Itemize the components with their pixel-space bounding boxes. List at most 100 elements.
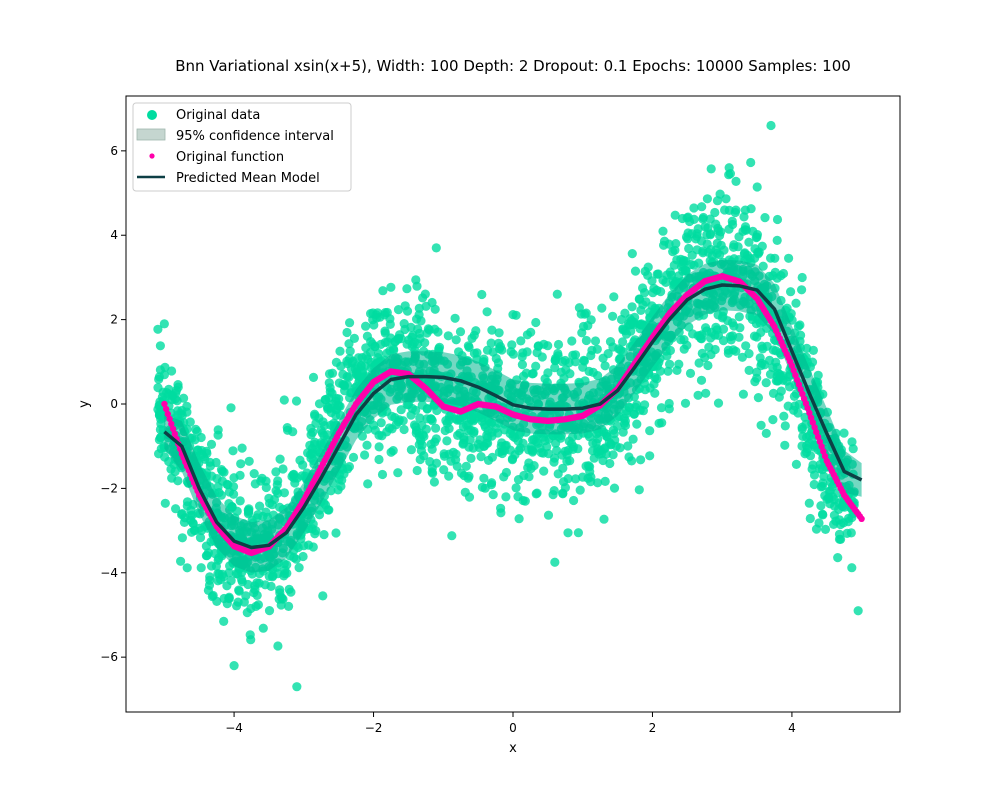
data-point (442, 436, 452, 446)
data-point (621, 409, 631, 419)
data-point (728, 331, 738, 341)
chart-title: Bnn Variational xsin(x+5), Width: 100 De… (175, 57, 851, 75)
data-point (324, 505, 334, 515)
data-point (494, 328, 504, 338)
data-point (431, 434, 441, 444)
data-point (342, 327, 352, 338)
data-point (824, 486, 834, 496)
data-point (420, 338, 430, 348)
data-point (261, 482, 271, 493)
data-point (558, 488, 568, 498)
data-point (731, 346, 741, 356)
data-point (226, 576, 236, 586)
data-point (310, 437, 320, 447)
data-point (590, 336, 601, 346)
data-point (327, 368, 338, 378)
data-point (696, 334, 707, 344)
data-point (376, 418, 386, 428)
data-point (805, 513, 815, 524)
data-point (276, 600, 286, 610)
data-point (517, 360, 528, 370)
data-point (627, 456, 637, 466)
data-point (231, 569, 241, 579)
function-point (816, 438, 823, 445)
data-point (267, 500, 277, 510)
data-point (241, 591, 251, 601)
data-point (420, 289, 430, 299)
data-point (536, 448, 546, 458)
data-point (507, 455, 517, 465)
y-axis-ticks: −6 −4 −2 0 2 4 6 (100, 144, 126, 664)
data-point (684, 243, 694, 254)
data-point (816, 501, 826, 511)
data-point (495, 342, 505, 352)
data-point (431, 243, 441, 253)
data-point (378, 286, 388, 296)
data-point (543, 510, 554, 520)
data-point (404, 335, 414, 345)
data-point (560, 446, 570, 456)
data-point (692, 245, 702, 255)
data-point (427, 444, 437, 454)
data-point (279, 571, 289, 581)
data-point (791, 459, 802, 469)
data-point (793, 321, 804, 331)
function-point (807, 414, 815, 421)
data-point (704, 342, 714, 352)
data-point (275, 585, 285, 595)
data-point (645, 451, 655, 461)
data-point (345, 346, 355, 356)
data-point (599, 514, 609, 524)
data-point (772, 235, 782, 245)
data-point (677, 213, 688, 224)
data-point (618, 427, 628, 437)
data-point (160, 362, 170, 372)
data-point (464, 471, 474, 481)
data-point (388, 344, 398, 354)
data-point (233, 597, 243, 607)
data-point (731, 176, 741, 186)
data-point (488, 490, 498, 500)
data-point (752, 182, 762, 192)
data-point (266, 581, 276, 592)
data-point (470, 414, 480, 424)
data-point (835, 519, 846, 530)
data-point (452, 461, 462, 471)
data-point (609, 483, 620, 493)
data-point (636, 319, 647, 329)
data-point (727, 318, 738, 328)
y-tick-label: 4 (110, 228, 118, 242)
data-point (672, 255, 682, 265)
data-point (479, 354, 489, 364)
data-point (588, 367, 598, 377)
legend-label-predicted-mean: Predicted Mean Model (176, 171, 320, 186)
data-point (326, 407, 336, 418)
data-point (654, 418, 664, 428)
data-point (429, 477, 439, 487)
data-point (834, 534, 845, 544)
data-point (466, 453, 476, 463)
data-point (308, 427, 318, 437)
function-point (813, 428, 820, 436)
data-point (720, 205, 730, 215)
data-point (728, 219, 738, 230)
data-point (279, 488, 289, 498)
data-point (508, 349, 518, 359)
data-point (531, 317, 541, 328)
data-point (342, 372, 352, 382)
data-point (739, 212, 749, 222)
data-point (518, 371, 529, 381)
data-point (797, 441, 807, 451)
data-point (682, 340, 692, 350)
data-point (608, 311, 618, 321)
data-point (196, 563, 206, 573)
data-point (683, 234, 693, 244)
data-point (444, 471, 454, 481)
function-point (818, 443, 825, 450)
data-point (664, 398, 674, 409)
function-point (804, 404, 811, 412)
data-point (618, 325, 628, 335)
data-point (349, 333, 359, 343)
data-point (369, 420, 379, 430)
